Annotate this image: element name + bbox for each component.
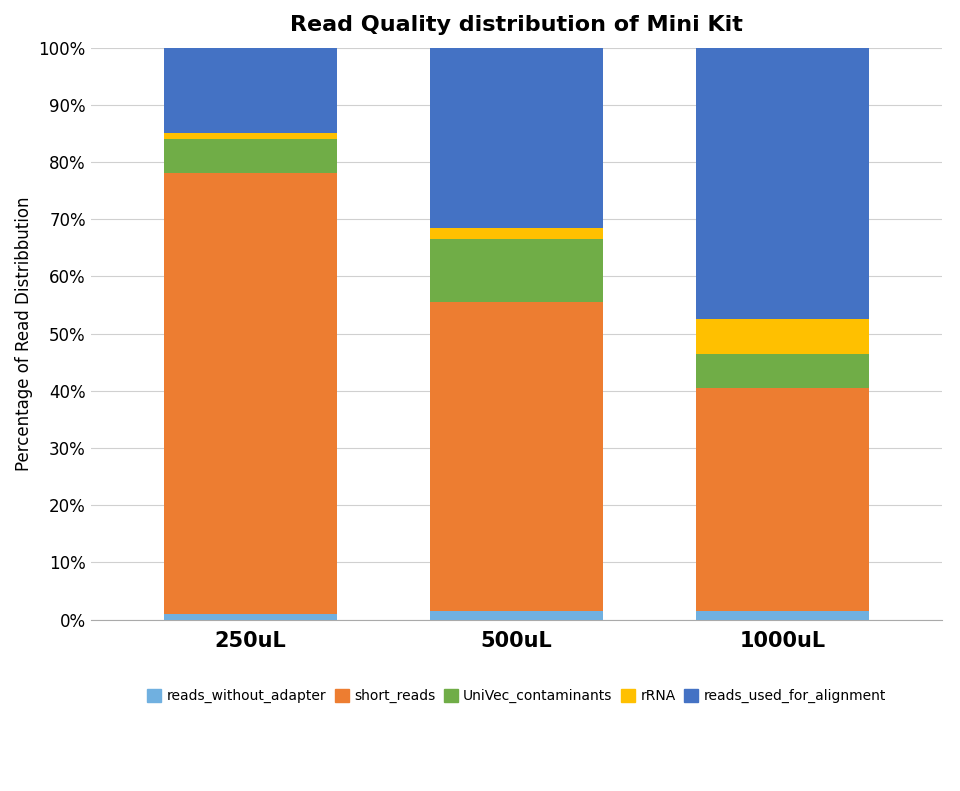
Bar xyxy=(696,611,869,619)
Bar xyxy=(696,47,869,320)
Y-axis label: Percentage of Read Distribbution: Percentage of Read Distribbution xyxy=(15,196,33,471)
Bar xyxy=(164,134,337,139)
Bar xyxy=(430,228,603,239)
Legend: reads_without_adapter, short_reads, UniVec_contaminants, rRNA, reads_used_for_al: reads_without_adapter, short_reads, UniV… xyxy=(142,683,891,709)
Bar xyxy=(430,47,603,228)
Bar xyxy=(430,302,603,611)
Bar xyxy=(164,139,337,173)
Bar xyxy=(164,47,337,134)
Bar xyxy=(430,611,603,619)
Bar xyxy=(164,173,337,614)
Title: Read Quality distribution of Mini Kit: Read Quality distribution of Mini Kit xyxy=(290,15,743,35)
Bar xyxy=(696,354,869,388)
Bar xyxy=(696,320,869,354)
Bar xyxy=(164,614,337,619)
Bar xyxy=(696,388,869,611)
Bar xyxy=(430,239,603,302)
